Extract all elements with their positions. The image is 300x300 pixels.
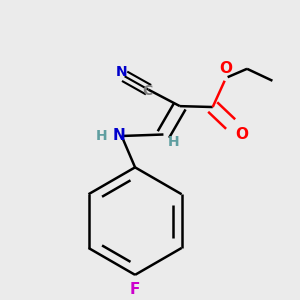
Text: C: C: [142, 84, 152, 98]
Text: H: H: [96, 129, 107, 143]
Text: O: O: [220, 61, 232, 76]
Text: H: H: [168, 135, 180, 149]
Text: N: N: [116, 65, 127, 79]
Text: O: O: [235, 127, 248, 142]
Text: N: N: [113, 128, 126, 143]
Text: F: F: [130, 282, 140, 297]
